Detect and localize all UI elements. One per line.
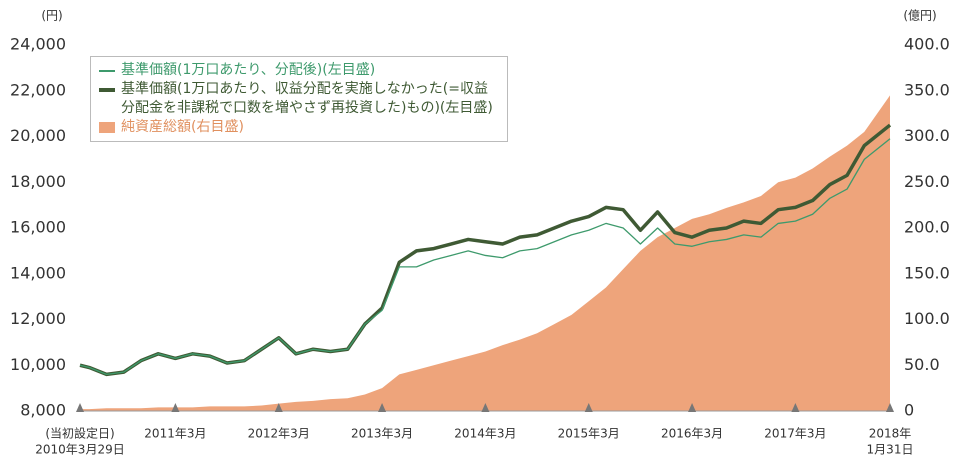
y2-tick-label: 0 xyxy=(904,401,914,420)
y2-tick-label: 50.0 xyxy=(904,355,940,374)
y2-tick-label: 150.0 xyxy=(904,263,950,282)
x-tick-mark xyxy=(688,403,697,412)
x-tick-mark xyxy=(481,403,490,412)
y-tick-label: 12,000 xyxy=(10,309,66,328)
area-layer xyxy=(80,95,890,411)
y-tick-label: 22,000 xyxy=(10,80,66,99)
x-tick-label: (当初設定日) xyxy=(45,426,114,441)
x-tick-label: 2014年3月 xyxy=(454,427,516,441)
y-tick-label: 10,000 xyxy=(10,355,66,374)
line-layer xyxy=(79,123,892,377)
legend-swatch xyxy=(99,70,115,72)
y-tick-label: 8,000 xyxy=(20,401,66,420)
y-axis-unit: (円) xyxy=(41,9,62,23)
y2-tick-label: 250.0 xyxy=(904,172,950,191)
y2-tick-label: 300.0 xyxy=(904,126,950,145)
x-tick-label: 2013年3月 xyxy=(351,427,413,441)
x-tick-mark xyxy=(791,403,800,412)
x-tick-mark xyxy=(171,403,180,412)
x-tick-mark xyxy=(886,403,894,412)
legend-swatch xyxy=(99,122,115,133)
y2-tick-label: 350.0 xyxy=(904,80,950,99)
y-tick-label: 14,000 xyxy=(10,263,66,282)
legend-entry: 純資産総額(右目盛) xyxy=(99,118,499,137)
x-tick-label: 2010年3月29日 xyxy=(35,443,124,457)
y2-axis-unit: (億円) xyxy=(903,9,936,23)
x-tick-label: 1月31日 xyxy=(867,443,914,457)
x-tick-label: 2012年3月 xyxy=(248,427,310,441)
x-tick-mark xyxy=(584,403,593,412)
area xyxy=(80,95,890,411)
x-tick-mark xyxy=(76,403,84,412)
legend-label: 基準価額(1万口あたり、収益分配を実施しなかった(=収益分配金を非課税で口数を増… xyxy=(121,81,493,116)
y2-tick-label: 200.0 xyxy=(904,218,950,237)
y-tick-label: 16,000 xyxy=(10,218,66,237)
legend-entry: 基準価額(1万口あたり、収益分配を実施しなかった(=収益分配金を非課税で口数を増… xyxy=(99,80,499,118)
x-tick-label: 2018年 xyxy=(869,427,912,441)
x-tick-label: 2016年3月 xyxy=(661,427,723,441)
x-tick-label: 2011年3月 xyxy=(144,427,206,441)
legend: 基準価額(1万口あたり、分配後)(左目盛) 基準価額(1万口あたり、収益分配を実施… xyxy=(90,56,508,142)
y-tick-label: 18,000 xyxy=(10,172,66,191)
y2-tick-label: 400.0 xyxy=(904,35,950,54)
y-tick-label: 24,000 xyxy=(10,35,66,54)
x-tick-label: 2017年3月 xyxy=(764,427,826,441)
legend-entry: 基準価額(1万口あたり、分配後)(左目盛) xyxy=(99,61,499,80)
x-tick-mark xyxy=(274,403,283,412)
x-tick-mark xyxy=(378,403,387,412)
legend-label: 純資産総額(右目盛) xyxy=(121,119,244,135)
x-tick-label: 2015年3月 xyxy=(558,427,620,441)
legend-swatch xyxy=(99,88,115,92)
y2-tick-label: 100.0 xyxy=(904,309,950,328)
y-tick-label: 20,000 xyxy=(10,126,66,145)
line xyxy=(79,138,891,376)
legend-label: 基準価額(1万口あたり、分配後)(左目盛) xyxy=(121,62,376,78)
